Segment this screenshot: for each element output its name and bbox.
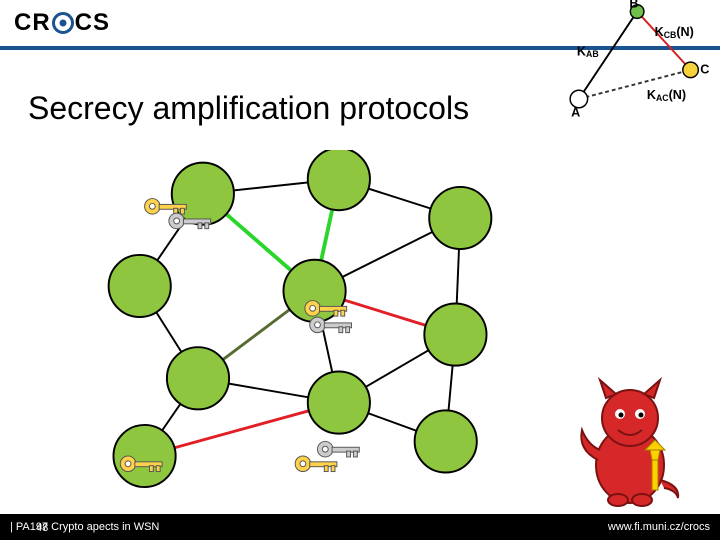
- footer-right: www.fi.muni.cz/crocs: [608, 521, 710, 533]
- graph-node: [308, 150, 370, 210]
- logo-text-pre: CR: [14, 9, 51, 37]
- graph-node: [424, 303, 486, 365]
- crocs-logo: CR CS: [14, 9, 110, 37]
- network-diagram: [60, 150, 540, 490]
- mini-edge-label: KAC(N): [647, 88, 686, 103]
- key-icon: [310, 317, 352, 333]
- mascot-devil-icon: [570, 370, 690, 510]
- footer-bar: | PA197 Crypto apects in WSN 48 www.fi.m…: [0, 514, 720, 540]
- page-number: 48: [36, 522, 48, 534]
- graph-node: [113, 425, 175, 487]
- footer-left: | PA197 Crypto apects in WSN 48: [10, 521, 159, 533]
- graph-node: [429, 187, 491, 249]
- graph-node: [109, 255, 171, 317]
- graph-node: [167, 347, 229, 409]
- graph-node: [308, 371, 370, 433]
- mini-node-label: B: [629, 0, 638, 11]
- mini-node: [683, 62, 699, 78]
- mini-key-diagram: KAB KCB(N) KAC(N) A B C: [540, 0, 710, 130]
- key-icon: [295, 456, 337, 472]
- key-icon: [317, 441, 359, 457]
- mini-edge: [637, 12, 690, 70]
- logo-text-post: CS: [75, 9, 110, 37]
- logo-ring-icon: [52, 12, 74, 34]
- page-title: Secrecy amplification protocols: [28, 90, 469, 127]
- graph-node: [415, 410, 477, 472]
- mini-edge-label: KAB: [577, 44, 599, 59]
- mini-node-label: A: [571, 105, 580, 119]
- mini-edge-label: KCB(N): [655, 25, 694, 40]
- mini-node-label: C: [700, 63, 709, 77]
